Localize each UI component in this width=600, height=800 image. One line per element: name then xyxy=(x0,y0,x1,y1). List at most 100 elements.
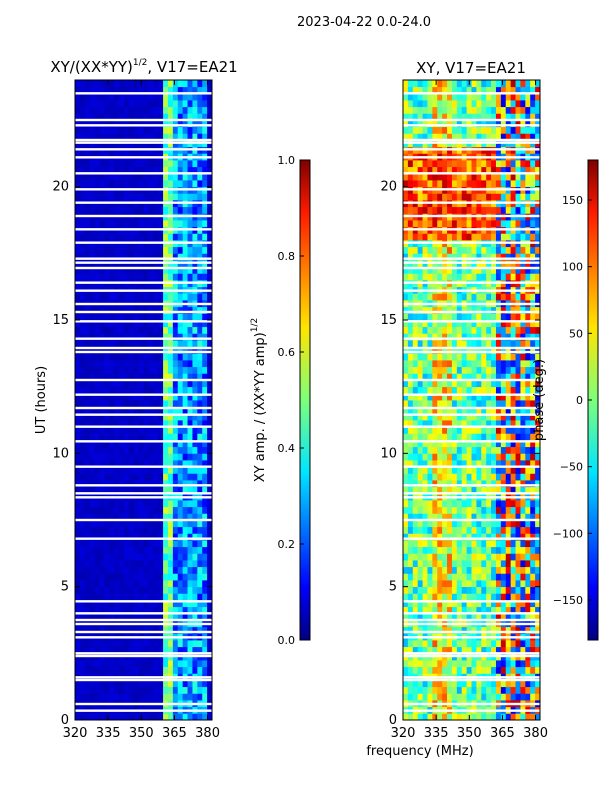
heatmap-cell xyxy=(520,400,526,408)
heatmap-cell xyxy=(187,420,193,428)
heatmap-cell xyxy=(119,426,125,434)
heatmap-cell xyxy=(99,266,105,274)
heatmap-cell xyxy=(182,553,188,561)
heatmap-cell xyxy=(471,253,477,261)
heatmap-cell xyxy=(123,606,130,614)
heatmap-cell xyxy=(520,546,526,554)
heatmap-cell xyxy=(172,420,179,428)
heatmap-cell xyxy=(167,566,174,574)
heatmap-cell xyxy=(481,366,487,374)
heatmap-cell xyxy=(491,420,497,428)
heatmap-cell xyxy=(422,533,428,541)
heatmap-cell xyxy=(172,686,179,694)
heatmap-cell xyxy=(481,306,487,314)
data-gap xyxy=(75,654,212,658)
heatmap-cell xyxy=(407,540,414,548)
heatmap-cell xyxy=(99,473,105,481)
heatmap-cell xyxy=(481,533,487,541)
heatmap-cell xyxy=(515,420,521,428)
heatmap-cell xyxy=(192,473,198,481)
heatmap-cell xyxy=(167,573,174,581)
heatmap-cell xyxy=(486,640,492,648)
heatmap-cell xyxy=(403,413,409,421)
heatmap-cell xyxy=(138,373,144,381)
heatmap-cell xyxy=(99,380,105,388)
heatmap-cell xyxy=(104,473,110,481)
heatmap-cell xyxy=(138,86,144,94)
heatmap-cell xyxy=(197,246,203,254)
heatmap-cell xyxy=(481,520,487,528)
data-gap xyxy=(75,172,212,175)
heatmap-cell xyxy=(123,400,130,408)
heatmap-cell xyxy=(182,666,188,674)
heatmap-cell xyxy=(177,386,184,394)
heatmap-cell xyxy=(119,600,125,608)
heatmap-cell xyxy=(167,320,174,328)
heatmap-cell xyxy=(515,413,521,421)
heatmap-cell xyxy=(109,166,115,174)
heatmap-cell xyxy=(133,626,139,634)
heatmap-cell xyxy=(89,426,95,434)
heatmap-cell xyxy=(417,413,423,421)
heatmap-cell xyxy=(99,366,105,374)
heatmap-cell xyxy=(535,686,540,694)
heatmap-cell xyxy=(422,426,428,434)
heatmap-cell xyxy=(133,313,139,321)
heatmap-cell xyxy=(138,566,144,574)
heatmap-cell xyxy=(128,480,135,488)
heatmap-cell xyxy=(163,220,169,228)
heatmap-cell xyxy=(427,566,433,574)
heatmap-cell xyxy=(75,253,81,261)
heatmap-cell xyxy=(481,573,487,581)
heatmap-cell xyxy=(535,600,540,608)
heatmap-cell xyxy=(123,546,130,554)
heatmap-cell xyxy=(123,560,130,568)
heatmap-cell xyxy=(500,326,507,334)
left-panel-title: XY/(XX*YY)1/2, V17=EA21 xyxy=(50,58,237,76)
data-gap xyxy=(75,378,212,382)
heatmap-cell xyxy=(417,546,423,554)
heatmap-cell xyxy=(192,526,198,534)
heatmap-cell xyxy=(119,586,125,594)
heatmap-cell xyxy=(148,393,154,401)
heatmap-cell xyxy=(138,606,144,614)
heatmap-cell xyxy=(89,420,95,428)
heatmap-cell xyxy=(525,206,531,214)
heatmap-cell xyxy=(192,393,198,401)
heatmap-cell xyxy=(119,386,125,394)
heatmap-cell xyxy=(79,373,86,381)
heatmap-cell xyxy=(114,113,120,121)
heatmap-cell xyxy=(505,373,512,381)
heatmap-cell xyxy=(75,666,81,674)
heatmap-cell xyxy=(177,646,184,654)
heatmap-cell xyxy=(109,346,115,354)
heatmap-cell xyxy=(500,640,507,648)
heatmap-cell xyxy=(75,333,81,341)
heatmap-cell xyxy=(133,433,139,441)
heatmap-cell xyxy=(153,360,159,368)
heatmap-cell xyxy=(525,373,531,381)
heatmap-cell xyxy=(119,233,125,241)
heatmap-cell xyxy=(172,180,179,188)
heatmap-cell xyxy=(515,660,521,668)
heatmap-cell xyxy=(481,233,487,241)
heatmap-cell xyxy=(456,586,463,594)
heatmap-cell xyxy=(94,573,100,581)
heatmap-cell xyxy=(148,233,154,241)
heatmap-cell xyxy=(119,613,125,621)
heatmap-cell xyxy=(187,713,193,720)
heatmap-cell xyxy=(476,506,482,514)
heatmap-cell xyxy=(471,400,477,408)
heatmap-cell xyxy=(535,340,540,348)
heatmap-cell xyxy=(525,340,531,348)
heatmap-cell xyxy=(182,486,188,494)
heatmap-cell xyxy=(456,566,463,574)
heatmap-cell xyxy=(133,266,139,274)
heatmap-cell xyxy=(437,586,443,594)
heatmap-cell xyxy=(163,546,169,554)
heatmap-cell xyxy=(491,680,497,688)
heatmap-cell xyxy=(491,446,497,454)
heatmap-cell xyxy=(197,640,203,648)
heatmap-cell xyxy=(461,520,467,528)
heatmap-cell xyxy=(167,600,174,608)
